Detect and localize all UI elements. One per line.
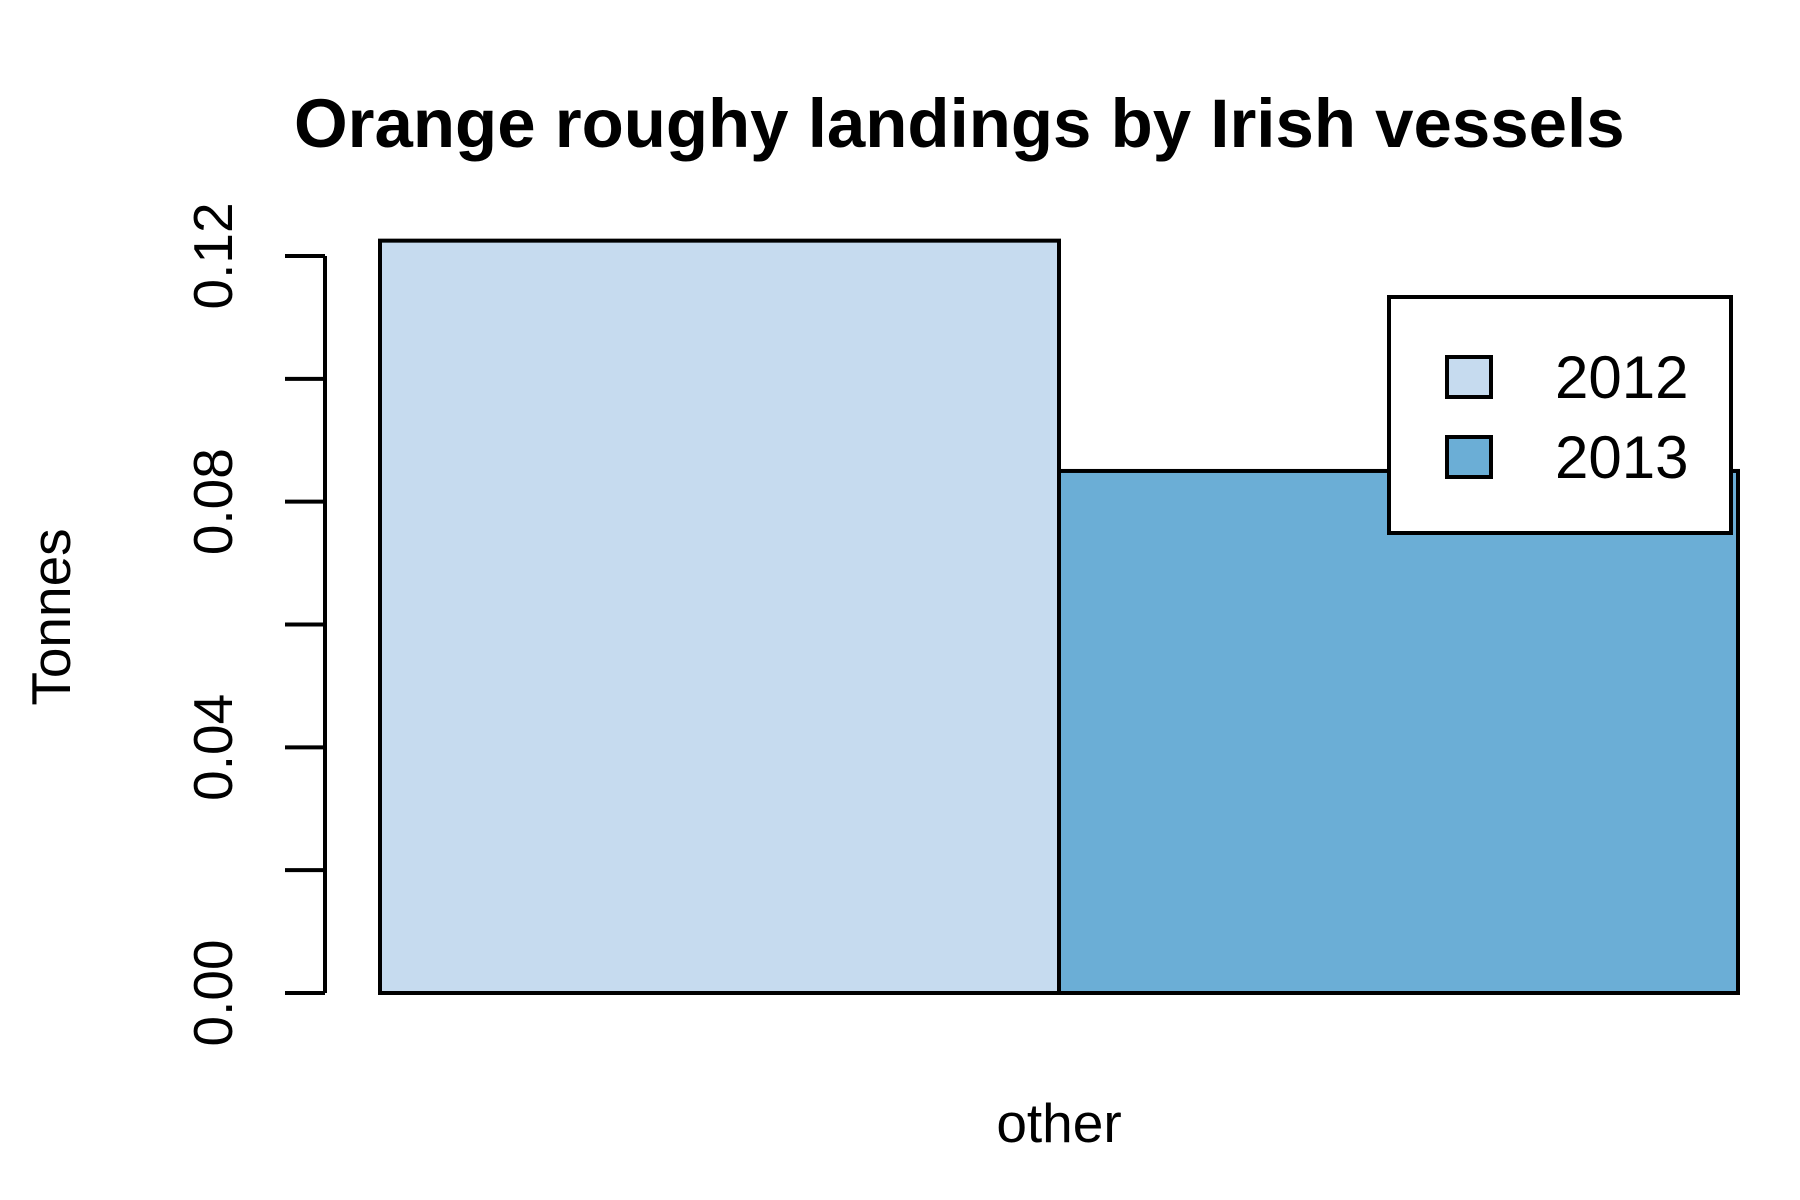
legend-swatch-2013 bbox=[1445, 435, 1493, 479]
legend-box bbox=[1387, 295, 1733, 535]
chart-title: Orange roughy landings by Irish vessels bbox=[294, 85, 1625, 162]
bars-group bbox=[378, 238, 1740, 996]
x-tick-label: other bbox=[996, 1092, 1121, 1154]
legend-label-2012: 2012 bbox=[1555, 344, 1688, 411]
x-axis-labels: other bbox=[996, 1092, 1121, 1154]
y-tick-label: 0.12 bbox=[182, 202, 244, 309]
legend: 2012 2013 bbox=[1387, 295, 1733, 535]
legend-swatch-2012 bbox=[1445, 355, 1493, 399]
y-tick-label: 0.00 bbox=[182, 939, 244, 1046]
bar-2012-other bbox=[378, 238, 1061, 996]
legend-label-2013: 2013 bbox=[1555, 424, 1688, 491]
y-tick-label: 0.04 bbox=[182, 694, 244, 801]
bar-2013-other bbox=[1057, 468, 1740, 996]
y-axis-label: Tonnes bbox=[20, 528, 82, 705]
y-tick-label: 0.08 bbox=[182, 448, 244, 555]
y-axis: 0.00 0.04 0.08 0.12 bbox=[182, 202, 327, 1047]
